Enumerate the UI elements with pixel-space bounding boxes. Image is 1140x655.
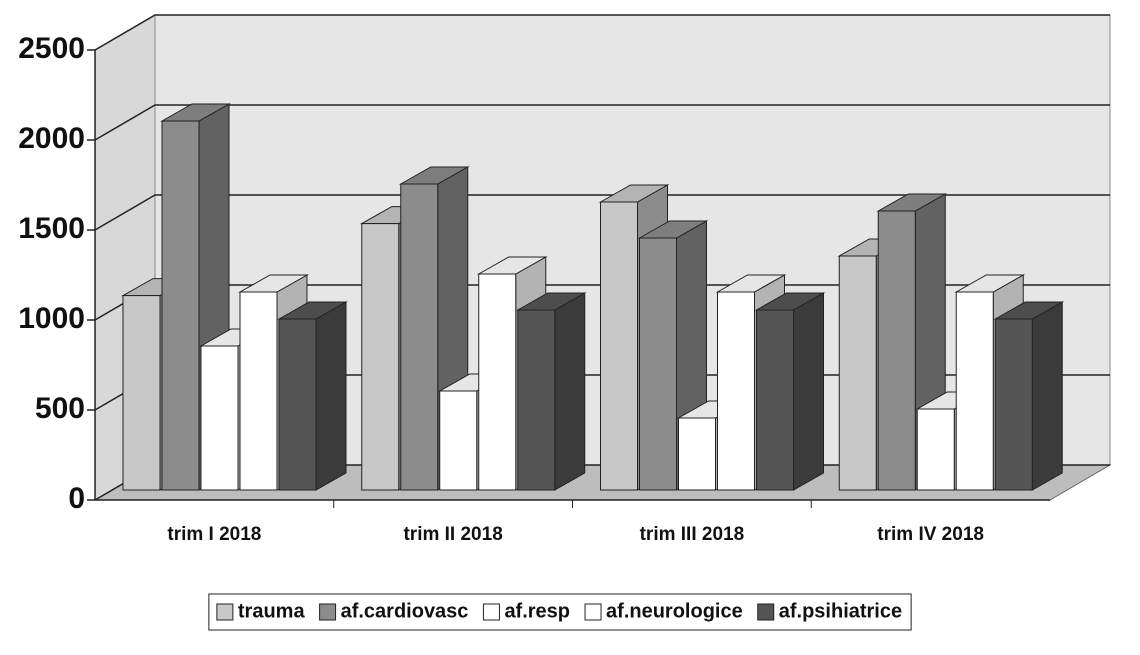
bar [439,390,478,491]
bar [639,237,677,491]
legend-swatch [757,603,775,621]
legend-swatch [584,603,602,621]
bar [877,210,916,491]
bar-3d [754,292,826,491]
bar-3d [993,301,1065,491]
bar-3d [277,301,348,491]
bar [916,408,955,491]
y-tick-label: 2500 [18,32,85,65]
y-tick-label: 0 [68,482,85,515]
x-tick-label: trim I 2018 [167,524,261,545]
bar [200,345,239,491]
y-tick-label: 1500 [18,212,85,245]
bar-side [1031,301,1063,491]
bar [517,309,556,491]
legend-swatch [482,603,500,621]
bar [239,291,278,491]
bar [955,291,994,491]
bar-side [554,292,586,491]
legend-label: af.cardiovasc [341,600,469,622]
bar [478,273,517,491]
grid-line [94,194,1110,231]
legend-label: af.neurologice [606,600,743,622]
legend-swatch [319,603,337,621]
x-tick-label: trim II 2018 [403,524,502,545]
bar-side [315,301,347,491]
bar [122,295,161,491]
bar [600,201,638,491]
legend-label: af.resp [504,600,570,622]
bar-3d [515,292,587,491]
legend-swatch [216,603,234,621]
bar-side [793,292,824,491]
y-tick-label: 1000 [18,302,85,335]
grid-line [94,104,1110,141]
bar [756,309,794,491]
bar [400,183,439,491]
y-tick-label: 500 [35,392,85,425]
x-tick-label: trim IV 2018 [877,524,984,545]
legend: trauma af.cardiovasc af.resp af.neurologice… [208,593,912,631]
bar [678,417,716,491]
grid-line [94,14,1110,51]
legend-label: af.psihiatrice [779,600,902,622]
bar [278,318,317,491]
y-tick-label: 2000 [18,122,85,155]
bar [994,318,1033,491]
bar [838,255,877,491]
bar [361,223,400,491]
legend-label: trauma [238,600,306,622]
x-tick-label: trim III 2018 [640,524,745,545]
bar [717,291,755,491]
bar [161,120,200,491]
